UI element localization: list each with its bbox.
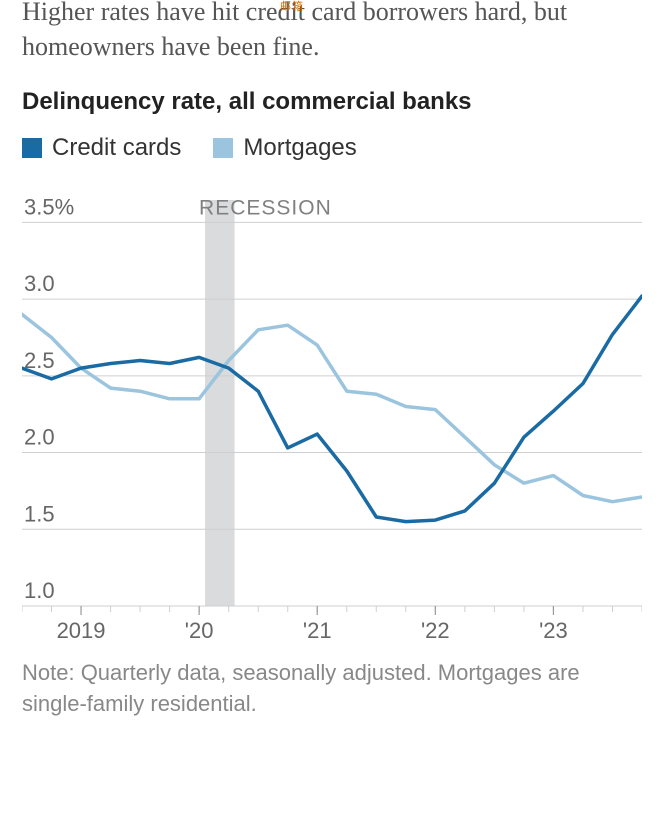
legend-swatch-mortgages: [213, 138, 233, 158]
legend-label-credit-cards: Credit cards: [52, 134, 181, 162]
line-chart-svg: 1.01.52.02.53.03.5%RECESSION2019'20'21'2…: [22, 176, 642, 646]
legend-item-credit-cards: Credit cards: [22, 134, 181, 162]
svg-text:'20: '20: [185, 618, 214, 643]
svg-text:'22: '22: [421, 618, 450, 643]
svg-text:1.5: 1.5: [24, 501, 55, 526]
legend-label-mortgages: Mortgages: [243, 134, 356, 162]
chart-note: Note: Quarterly data, seasonally adjuste…: [22, 658, 645, 719]
chart-title: Delinquency rate, all commercial banks: [22, 88, 645, 116]
svg-text:RECESSION: RECESSION: [199, 197, 332, 220]
subhead-text: Higher rates have hit credit card borrow…: [22, 0, 645, 64]
legend-item-mortgages: Mortgages: [213, 134, 356, 162]
legend-swatch-credit-cards: [22, 138, 42, 158]
svg-text:'21: '21: [303, 618, 332, 643]
svg-text:3.0: 3.0: [24, 271, 55, 296]
svg-text:'23: '23: [539, 618, 568, 643]
svg-text:2.0: 2.0: [24, 425, 55, 450]
watermark-text: 邮箱: [280, 0, 304, 14]
chart-legend: Credit cards Mortgages: [22, 134, 645, 162]
svg-text:2019: 2019: [57, 618, 106, 643]
svg-text:1.0: 1.0: [24, 578, 55, 603]
svg-text:3.5%: 3.5%: [24, 195, 74, 220]
chart-area: 1.01.52.02.53.03.5%RECESSION2019'20'21'2…: [22, 176, 642, 646]
